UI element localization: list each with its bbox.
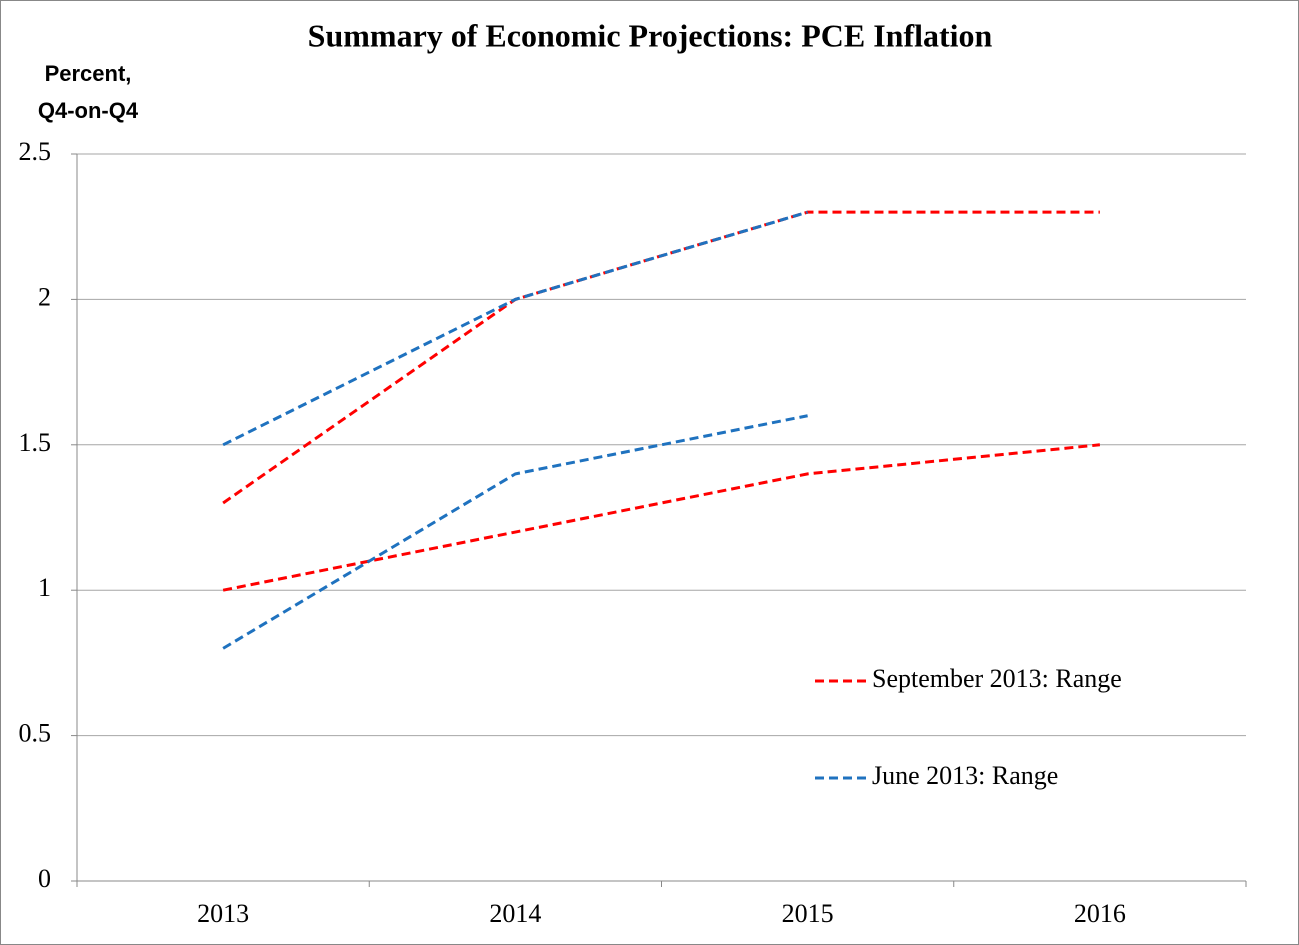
chart-title: Summary of Economic Projections: PCE Inf… [308,17,993,53]
y-axis-label: Percent, [45,61,132,86]
y-tick-label: 0.5 [19,719,52,748]
x-tick-label: 2016 [1074,899,1126,928]
legend-label: September 2013: Range [872,664,1122,693]
x-tick-label: 2014 [489,899,541,928]
y-tick-label: 2 [38,282,51,311]
y-tick-label: 0 [38,864,51,893]
y-tick-label: 2.5 [19,137,52,166]
range-line [222,210,809,447]
y-tick-label: 1 [38,573,51,602]
range-line [222,414,808,650]
x-tick-label: 2013 [197,899,249,928]
y-tick-label: 1.5 [19,428,52,457]
legend-label: June 2013: Range [872,761,1058,790]
x-tick-label: 2015 [782,899,834,928]
y-axis-label: Q4-on-Q4 [38,98,139,123]
